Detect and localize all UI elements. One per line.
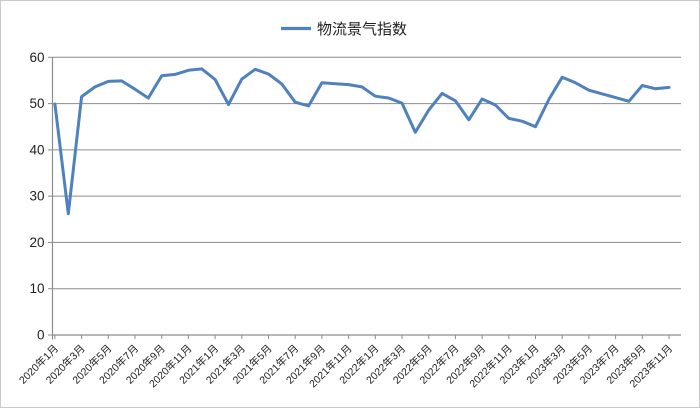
y-tick-label: 20 xyxy=(29,235,44,250)
y-tick-label: 50 xyxy=(29,96,44,111)
legend-label: 物流景气指数 xyxy=(317,21,407,38)
legend: 物流景气指数 xyxy=(281,21,407,38)
y-tick-label: 40 xyxy=(29,142,44,157)
y-tick-label: 0 xyxy=(37,328,45,343)
y-tick-label: 30 xyxy=(29,189,44,204)
y-tick-label: 10 xyxy=(29,281,44,296)
series-line xyxy=(53,67,671,216)
plot-area: 01020304050602020年1月2020年3月2020年5月2020年7… xyxy=(16,50,681,390)
y-tick-label: 60 xyxy=(29,50,44,65)
